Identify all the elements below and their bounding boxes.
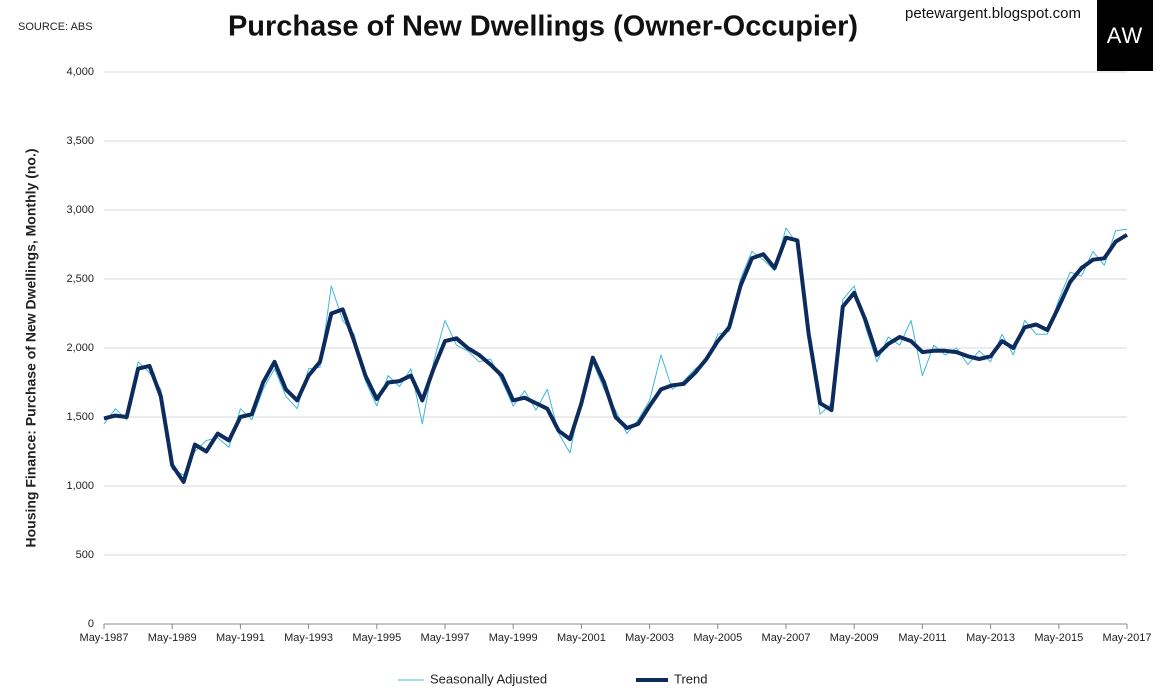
x-tick-label: May-1989 [148, 632, 197, 644]
line-series [103, 227, 1128, 476]
x-tick-label: May-1999 [489, 632, 538, 644]
x-tick-label: May-1997 [421, 632, 470, 644]
x-tick-label: May-1991 [216, 632, 265, 644]
y-tick-label: 3,000 [66, 204, 94, 216]
y-tick-label: 2,000 [66, 342, 94, 354]
x-tick-label: May-1987 [80, 632, 129, 644]
line-series [103, 233, 1129, 484]
legend-label: Trend [674, 671, 707, 686]
x-tick-label: May-2015 [1034, 632, 1083, 644]
x-tick-label: May-2003 [625, 632, 674, 644]
logo-box [1097, 0, 1153, 71]
y-tick-label: 3,500 [66, 135, 94, 147]
y-tick-label: 500 [76, 549, 94, 561]
y-tick-label: 0 [88, 618, 94, 630]
x-tick-label: May-2005 [693, 632, 742, 644]
x-tick-label: May-2017 [1103, 632, 1152, 644]
site: petewargent.blogspot.com [905, 5, 1081, 22]
legend-label: Seasonally Adjusted [430, 671, 547, 686]
y-tick-label: 2,500 [66, 273, 94, 285]
chart-title: Purchase of New Dwellings (Owner-Occupie… [228, 11, 858, 43]
x-tick-label: May-2007 [762, 632, 811, 644]
x-tick-label: May-1995 [352, 632, 401, 644]
x-tick-label: May-2011 [898, 632, 946, 644]
y-axis-label: Housing Finance: Purchase of New Dwellin… [23, 148, 39, 547]
y-tick-label: 4,000 [66, 66, 94, 78]
x-tick-label: May-2013 [966, 632, 1015, 644]
logo: AW [1107, 23, 1144, 48]
x-tick-label: May-2009 [830, 632, 879, 644]
source: SOURCE: ABS [18, 21, 93, 33]
x-tick-label: May-1993 [284, 632, 333, 644]
x-tick-label: May-2001 [557, 632, 606, 644]
y-tick-label: 1,500 [66, 411, 94, 423]
y-tick-label: 1,000 [66, 480, 94, 492]
